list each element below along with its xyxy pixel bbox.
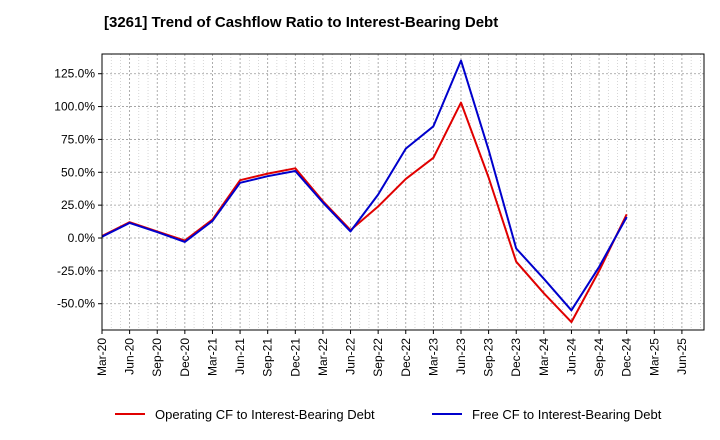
legend: Operating CF to Interest-Bearing Debt Fre… — [115, 407, 662, 422]
y-tick-label: 50.0% — [61, 165, 95, 179]
x-tick-label: Sep-21 — [261, 338, 275, 377]
y-tick-label: -25.0% — [57, 264, 95, 278]
series-line — [101, 101, 628, 324]
x-tick-label: Sep-20 — [150, 338, 164, 377]
x-tick-label: Sep-23 — [482, 338, 496, 377]
series-line — [101, 59, 628, 312]
x-tick-label: Jun-22 — [344, 338, 358, 375]
x-tick-label: Jun-20 — [123, 338, 137, 375]
y-tick-label: 0.0% — [68, 231, 96, 245]
chart-title: [3261] Trend of Cashflow Ratio to Intere… — [104, 14, 499, 31]
y-tick-label: 75.0% — [61, 132, 95, 146]
series-layer — [101, 59, 628, 324]
x-tick-label: Mar-25 — [647, 338, 661, 376]
x-tick-label: Mar-22 — [316, 338, 330, 376]
x-tick-label: Dec-20 — [178, 338, 192, 377]
x-tick-label: Dec-22 — [399, 338, 413, 377]
x-tick-label: Mar-24 — [537, 338, 551, 376]
x-tick-label: Mar-21 — [205, 338, 219, 376]
plot-frame — [101, 53, 705, 331]
x-tick-label: Jun-23 — [454, 338, 468, 375]
legend-label: Operating CF to Interest-Bearing Debt — [155, 407, 375, 422]
y-tick-label: 125.0% — [54, 67, 95, 81]
y-axis: 125.0% 100.0% 75.0% 50.0% 25.0% 0.0% -25.0% -50… — [54, 67, 102, 311]
legend-label: Free CF to Interest-Bearing Debt — [472, 407, 662, 422]
x-tick-label: Jun-25 — [675, 338, 689, 375]
x-tick-label: Sep-24 — [592, 338, 606, 377]
x-tick-label: Dec-24 — [620, 338, 634, 377]
y-tick-label: 25.0% — [61, 198, 95, 212]
x-tick-label: Mar-23 — [426, 338, 440, 376]
y-tick-label: -50.0% — [57, 297, 95, 311]
grid — [101, 54, 704, 330]
x-tick-label: Jun-21 — [233, 338, 247, 375]
x-tick-label: Dec-21 — [288, 338, 302, 377]
plot-area — [102, 54, 704, 330]
x-tick-label: Mar-20 — [95, 338, 109, 376]
x-tick-label: Dec-23 — [509, 338, 523, 377]
y-tick-label: 100.0% — [54, 100, 95, 114]
x-tick-label: Sep-22 — [371, 338, 385, 377]
x-tick-label: Jun-24 — [564, 338, 578, 375]
x-axis: Mar-20 Jun-20 Sep-20 Dec-20 Mar-21 Jun-21 Sep-… — [95, 330, 689, 377]
